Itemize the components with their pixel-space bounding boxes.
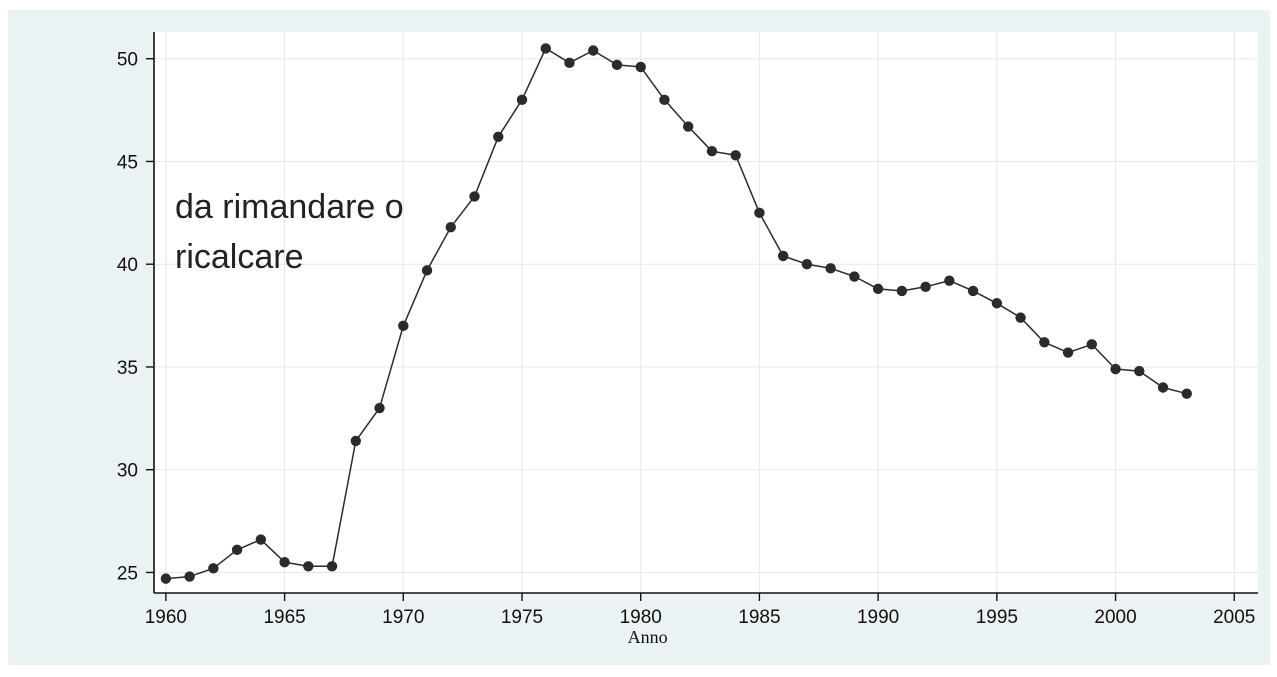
data-point-1986 xyxy=(777,250,789,262)
data-point-1991 xyxy=(896,285,908,297)
data-point-1961 xyxy=(184,571,195,582)
annotation-text: da rimandare o ricalcare xyxy=(175,188,413,276)
data-point-1966 xyxy=(303,561,314,572)
data-point-1981 xyxy=(659,94,670,106)
data-point-1960 xyxy=(160,573,172,584)
y-tick-label-25: 25 xyxy=(117,563,138,584)
data-point-1963 xyxy=(231,544,243,556)
x-tick-label-1995: 1995 xyxy=(976,607,1018,628)
data-point-1971 xyxy=(421,265,433,276)
data-point-1984 xyxy=(730,150,741,161)
y-tick-label-35: 35 xyxy=(117,358,138,379)
line-chart: 25 30 35 40 45 50 1960 1965 1970 1975 1980 1985 1990… xyxy=(117,32,1258,647)
x-tick-label-1970: 1970 xyxy=(382,607,424,628)
data-point-2003 xyxy=(1181,388,1192,399)
data-point-1975 xyxy=(516,94,528,106)
data-point-1970 xyxy=(398,320,409,332)
x-tick-label-2005: 2005 xyxy=(1213,607,1255,628)
data-point-1995 xyxy=(991,298,1003,309)
data-point-1997 xyxy=(1039,337,1050,348)
plot-area xyxy=(154,32,1258,593)
data-point-1977 xyxy=(564,57,575,69)
x-tick-label-1990: 1990 xyxy=(857,607,899,628)
data-point-1972 xyxy=(445,222,456,233)
data-point-1980 xyxy=(635,61,646,73)
data-point-1999 xyxy=(1086,339,1098,350)
data-point-1985 xyxy=(754,207,765,219)
x-tick-label-1960: 1960 xyxy=(145,607,187,628)
x-tick-label-2000: 2000 xyxy=(1094,607,1136,628)
data-point-1996 xyxy=(1015,312,1026,323)
x-tick-label-1980: 1980 xyxy=(620,607,662,628)
x-axis-title: Anno xyxy=(628,627,668,647)
data-point-1973 xyxy=(469,191,480,202)
data-point-1968 xyxy=(350,435,362,447)
data-point-1988 xyxy=(825,263,836,274)
data-point-2000 xyxy=(1110,363,1121,375)
data-point-1982 xyxy=(682,121,694,132)
data-point-2001 xyxy=(1134,365,1145,377)
grid-lines xyxy=(154,32,1258,593)
data-point-1965 xyxy=(279,556,290,568)
y-tick-label-45: 45 xyxy=(117,152,138,173)
x-tick-label-1985: 1985 xyxy=(738,607,780,628)
data-point-1989 xyxy=(849,271,860,282)
data-point-1976 xyxy=(540,43,551,54)
data-point-1974 xyxy=(493,131,504,143)
data-point-1992 xyxy=(920,281,931,293)
data-point-1967 xyxy=(326,561,338,572)
data-points xyxy=(160,43,1192,584)
chart-frame: 25 30 35 40 45 50 1960 1965 1970 1975 1980 1985 1990… xyxy=(8,10,1270,665)
annotation-line-2: ricalcare xyxy=(175,238,303,276)
data-point-1978 xyxy=(588,45,599,56)
data-point-1987 xyxy=(801,259,813,270)
data-point-1993 xyxy=(944,275,955,286)
x-tick-label-1965: 1965 xyxy=(263,607,305,628)
annotation-line-1: da rimandare o xyxy=(175,188,404,226)
data-point-1983 xyxy=(706,145,718,157)
data-point-2002 xyxy=(1157,382,1169,393)
data-point-1994 xyxy=(967,285,979,297)
data-point-1990 xyxy=(872,283,884,295)
data-point-1998 xyxy=(1062,347,1074,358)
y-tick-label-40: 40 xyxy=(117,255,138,276)
tick-labels: 25 30 35 40 45 50 1960 1965 1970 1975 1980 1985 1990… xyxy=(117,50,1256,628)
x-tick-label-1975: 1975 xyxy=(501,607,543,628)
y-tick-label-30: 30 xyxy=(117,461,138,482)
data-point-1979 xyxy=(611,59,623,71)
axes xyxy=(146,32,1258,601)
data-point-1964 xyxy=(255,534,267,545)
data-point-1962 xyxy=(208,563,219,574)
y-tick-label-50: 50 xyxy=(117,50,138,71)
data-point-1969 xyxy=(374,402,385,414)
